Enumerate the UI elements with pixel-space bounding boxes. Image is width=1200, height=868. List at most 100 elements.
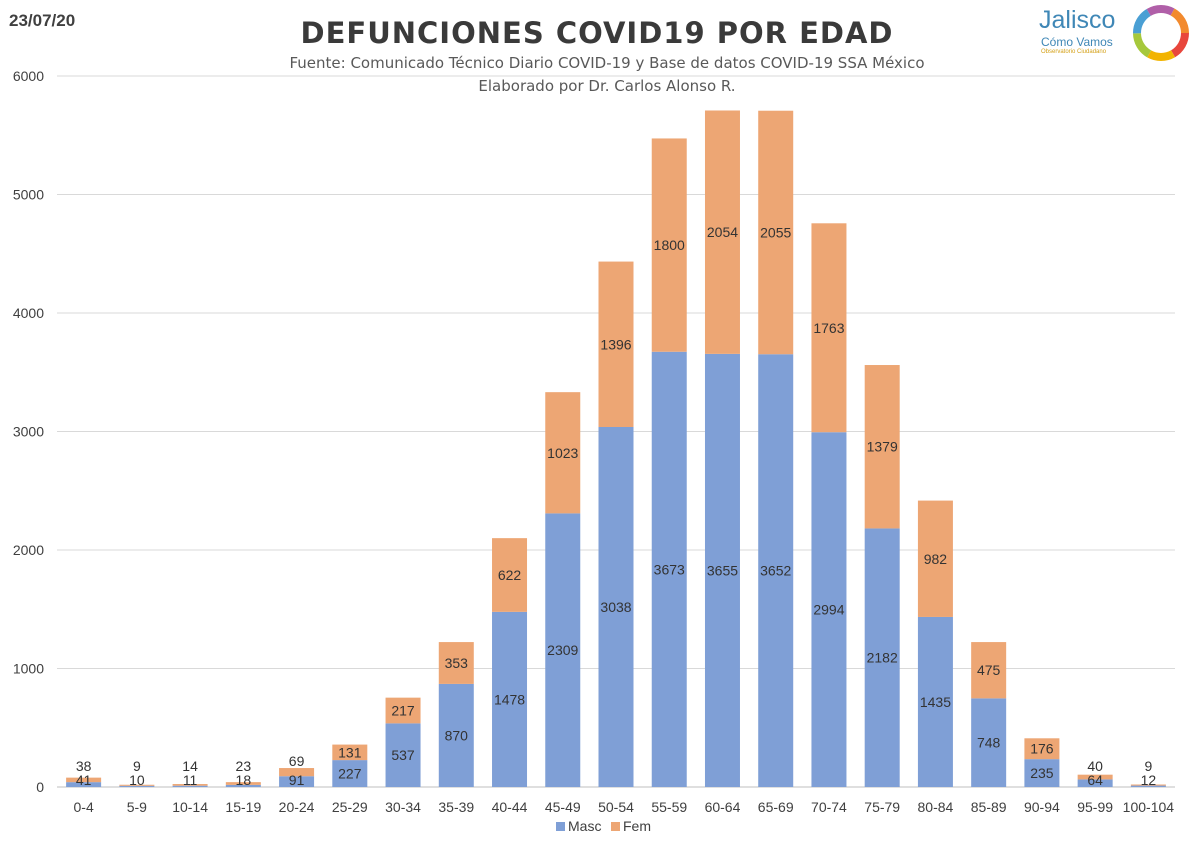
x-tick-label: 75-79 [864,799,900,815]
data-label-fem: 131 [338,744,362,760]
bar-fem [279,768,315,777]
data-label-masc: 41 [76,772,92,788]
y-tick-label: 3000 [13,424,44,440]
x-tick-label: 55-59 [651,799,687,815]
bar-fem [332,744,368,761]
y-tick-label: 1000 [13,661,44,677]
x-tick-label: 5-9 [127,799,147,815]
chart-title: DEFUNCIONES COVID19 POR EDAD [300,16,894,50]
data-label-masc: 12 [1141,772,1157,788]
data-label-masc: 227 [338,766,362,782]
bar-masc [1024,759,1060,787]
bar-masc [598,426,634,787]
data-label-masc: 537 [391,747,415,763]
bar-masc [225,784,261,787]
x-tick-label: 90-94 [1024,799,1060,815]
data-label-fem: 176 [1030,741,1054,757]
x-tick-label: 40-44 [492,799,528,815]
bar-fem [66,777,102,783]
bar-masc [758,354,794,787]
data-label-fem: 69 [289,753,305,769]
bar-fem [651,138,687,352]
bar-fem [1077,774,1113,780]
data-label-masc: 1435 [920,694,951,710]
x-tick-label: 100-104 [1123,799,1175,815]
data-label-fem: 38 [76,758,92,774]
data-label-masc: 2994 [813,602,844,618]
bar-masc [332,760,368,787]
data-label-fem: 40 [1087,758,1103,774]
x-tick-label: 85-89 [971,799,1007,815]
x-tick-label: 50-54 [598,799,634,815]
data-label-masc: 64 [1087,772,1103,788]
y-tick-label: 0 [36,779,44,795]
data-label-fem: 982 [924,551,948,567]
y-tick-label: 2000 [13,542,44,558]
data-label-fem: 2054 [707,224,738,240]
y-tick-label: 4000 [13,305,44,321]
x-tick-label: 45-49 [545,799,581,815]
logo-subtitle: Observatorio Ciudadano [1041,49,1107,55]
legend-swatch-masc [556,822,565,831]
jalisco-logo: Jalisco Cómo Vamos Observatorio Ciudadan… [1033,2,1198,64]
data-label-fem: 475 [977,662,1001,678]
logo-ring-icon [1133,5,1189,61]
data-label-masc: 18 [236,772,252,788]
logo-name: Jalisco [1039,6,1116,34]
chart-date: 23/07/20 [9,11,76,30]
x-tick-label: 25-29 [332,799,368,815]
bar-fem [225,782,261,785]
data-label-fem: 1396 [600,336,631,352]
bar-masc [1130,785,1166,787]
bar-fem [172,784,208,786]
data-label-masc: 2182 [867,650,898,666]
data-label-fem: 9 [133,758,141,774]
legend-label-masc: Masc [568,818,601,834]
x-tick-label: 60-64 [705,799,741,815]
data-label-fem: 1379 [867,439,898,455]
bar-fem [492,538,528,612]
bar-masc [172,785,208,787]
x-tick-label: 65-69 [758,799,794,815]
bar-masc [279,776,315,787]
data-label-masc: 2309 [547,642,578,658]
data-label-masc: 3038 [600,599,631,615]
data-label-fem: 2055 [760,224,791,240]
x-tick-label: 15-19 [225,799,261,815]
data-label-fem: 217 [391,703,415,719]
bar-fem [917,500,953,617]
data-label-masc: 748 [977,735,1001,751]
data-label-masc: 3655 [707,562,738,578]
bar-fem [1024,738,1060,760]
y-tick-label: 6000 [13,68,44,84]
data-label-masc: 91 [289,772,305,788]
data-label-fem: 622 [498,567,522,583]
bar-masc [66,782,102,787]
y-tick-label: 5000 [13,187,44,203]
x-tick-label: 10-14 [172,799,208,815]
data-label-fem: 9 [1144,758,1152,774]
bar-fem [545,392,581,514]
bar-masc [492,611,528,787]
bar-masc [1077,779,1113,787]
bar-masc [704,353,740,787]
bar-masc [811,432,847,787]
bar-fem [1130,784,1166,786]
bar-masc [651,351,687,787]
data-label-fem: 1800 [654,237,685,253]
x-tick-label: 20-24 [279,799,315,815]
data-label-fem: 353 [445,655,469,671]
data-label-masc: 1478 [494,691,525,707]
chart-subtitle: Fuente: Comunicado Técnico Diario COVID-… [289,54,925,72]
x-tick-label: 80-84 [918,799,954,815]
x-tick-label: 35-39 [438,799,474,815]
bar-fem [704,110,740,354]
bar-fem [971,642,1007,699]
data-label-masc: 870 [445,727,469,743]
bar-masc [545,513,581,787]
data-label-fem: 14 [182,758,198,774]
bar-fem [438,642,474,684]
bar-masc [971,698,1007,787]
x-tick-label: 0-4 [74,799,94,815]
